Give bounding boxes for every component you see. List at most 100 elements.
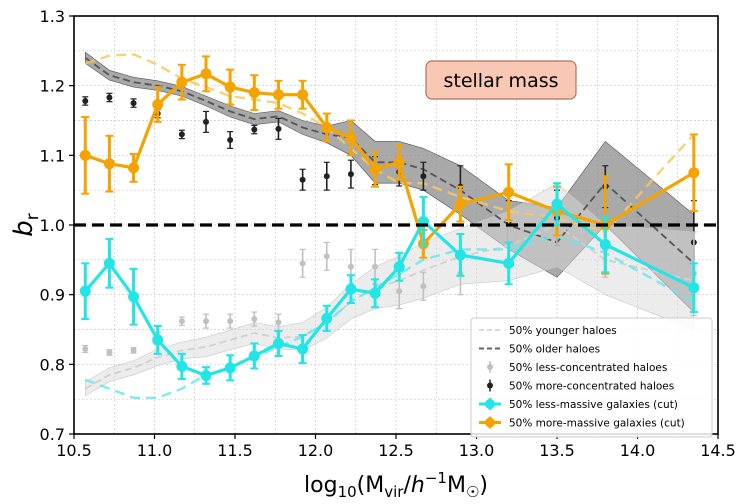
- point-50-less-massive-galaxies-cut: [128, 291, 140, 303]
- point-50-more-concentrated-haloes: [82, 97, 89, 104]
- annotation-background: [425, 60, 577, 100]
- point-50-more-massive-galaxies-cut: [176, 76, 188, 88]
- point-50-less-concentrated-haloes: [227, 318, 234, 325]
- point-50-less-massive-galaxies-cut: [345, 283, 357, 295]
- y-tick-label: 0.9: [40, 286, 65, 305]
- point-50-less-massive-galaxies-cut: [599, 239, 611, 251]
- legend-label-50-more-massive-galaxies-cut: 50% more-massive galaxies (cut): [509, 418, 685, 430]
- x-tick-label: 12.5: [378, 441, 414, 460]
- x-axis-label: log10(Mvir/h−1M☉): [304, 469, 488, 501]
- point-50-less-massive-galaxies-cut: [454, 249, 466, 261]
- legend-label-50-younger-haloes: 50% younger haloes: [509, 325, 617, 337]
- point-50-less-massive-galaxies-cut: [272, 337, 284, 349]
- point-50-less-concentrated-haloes: [130, 347, 137, 354]
- line-more-massive-no-cut: [84, 53, 695, 234]
- y-tick-label: 1.2: [40, 77, 65, 96]
- x-tick-label: 14.5: [700, 441, 736, 460]
- point-50-more-concentrated-haloes: [275, 125, 282, 132]
- point-50-less-massive-galaxies-cut: [248, 350, 260, 362]
- point-50-less-massive-galaxies-cut: [224, 362, 236, 374]
- point-50-more-massive-galaxies-cut: [272, 89, 284, 101]
- point-50-less-concentrated-haloes: [420, 283, 427, 290]
- point-50-more-massive-galaxies-cut: [248, 87, 260, 99]
- point-50-more-massive-galaxies-cut: [200, 68, 212, 80]
- point-50-more-concentrated-haloes: [130, 100, 137, 107]
- point-50-less-massive-galaxies-cut: [503, 257, 515, 269]
- series-lines: [84, 53, 695, 399]
- point-50-less-concentrated-haloes: [299, 260, 306, 267]
- point-50-more-concentrated-haloes: [323, 173, 330, 180]
- point-50-more-massive-galaxies-cut: [128, 162, 140, 174]
- y-tick-label: 0.8: [40, 355, 65, 374]
- legend-swatch-50-less-concentrated-haloes: [487, 364, 493, 370]
- y-tick-label: 1.3: [40, 7, 65, 26]
- point-50-less-concentrated-haloes: [203, 318, 210, 325]
- y-axis-label: br: [9, 213, 43, 237]
- point-50-less-massive-galaxies-cut: [551, 198, 563, 210]
- point-50-more-massive-galaxies-cut: [79, 149, 91, 161]
- point-50-more-concentrated-haloes: [106, 94, 113, 101]
- point-50-less-concentrated-haloes: [106, 349, 113, 356]
- point-50-more-massive-galaxies-cut: [224, 81, 236, 93]
- point-50-less-concentrated-haloes: [82, 346, 89, 353]
- point-50-more-concentrated-haloes: [203, 118, 210, 125]
- x-tick-label: 10.5: [56, 441, 92, 460]
- point-50-less-concentrated-haloes: [275, 319, 282, 326]
- annotation-label: stellar mass: [443, 70, 558, 92]
- point-50-more-massive-galaxies-cut: [688, 167, 700, 179]
- point-50-less-massive-galaxies-cut: [393, 261, 405, 273]
- point-50-less-concentrated-haloes: [178, 318, 185, 325]
- legend-box: [470, 317, 713, 438]
- point-50-less-concentrated-haloes: [372, 263, 379, 270]
- bands: [85, 51, 695, 397]
- legend-swatch-50-more-massive-galaxies-cut: [485, 417, 495, 428]
- point-50-more-massive-galaxies-cut: [369, 163, 381, 175]
- point-50-more-concentrated-haloes: [347, 171, 354, 178]
- point-50-less-massive-galaxies-cut: [200, 369, 212, 381]
- point-50-more-massive-galaxies-cut: [321, 121, 333, 133]
- point-50-less-massive-galaxies-cut: [152, 334, 164, 346]
- point-50-less-massive-galaxies-cut: [369, 287, 381, 299]
- point-50-more-concentrated-haloes: [299, 176, 306, 183]
- line-50-less-massive-galaxies-cut: [84, 202, 695, 378]
- x-tick-label: 12.0: [298, 441, 334, 460]
- legend-label-50-less-massive-galaxies-cut: 50% less-massive galaxies (cut): [509, 399, 678, 411]
- point-50-less-massive-galaxies-cut: [688, 282, 700, 294]
- point-50-less-concentrated-haloes: [347, 263, 354, 270]
- x-tick-label: 13.0: [459, 441, 495, 460]
- line-less-massive-no-cut: [84, 234, 695, 399]
- x-axis-ticks: 10.5 11.0 11.5 12.0 12.5 13.0 13.5 14.0 14.5: [56, 434, 736, 460]
- point-50-less-massive-galaxies-cut: [297, 343, 309, 355]
- y-axis-ticks: 0.7 0.8 0.9 1.0 1.1 1.2 1.3: [40, 7, 74, 444]
- y-tick-label: 1.0: [40, 216, 65, 235]
- legend-label-50-less-concentrated-haloes: 50% less-concentrated haloes: [509, 362, 667, 374]
- point-50-less-concentrated-haloes: [251, 316, 258, 323]
- legend-label-50-more-concentrated-haloes: 50% more-concentrated haloes: [509, 381, 674, 393]
- point-50-less-concentrated-haloes: [323, 253, 330, 260]
- point-50-less-massive-galaxies-cut: [103, 257, 115, 269]
- point-50-more-concentrated-haloes: [420, 173, 427, 180]
- point-50-more-massive-galaxies-cut: [454, 198, 466, 210]
- point-50-more-massive-galaxies-cut: [503, 186, 515, 198]
- point-50-more-massive-galaxies-cut: [297, 89, 309, 101]
- point-50-less-massive-galaxies-cut: [176, 360, 188, 372]
- point-50-more-concentrated-haloes: [251, 126, 258, 133]
- point-50-less-massive-galaxies-cut: [79, 285, 91, 297]
- point-50-more-massive-galaxies-cut: [393, 156, 405, 168]
- legend-swatch-50-less-massive-galaxies-cut: [485, 399, 495, 409]
- point-50-more-concentrated-haloes: [178, 131, 185, 138]
- legend-label-50-older-haloes: 50% older haloes: [509, 344, 600, 356]
- x-tick-label: 11.0: [137, 441, 173, 460]
- point-50-more-concentrated-haloes: [227, 137, 234, 144]
- point-50-more-massive-galaxies-cut: [152, 98, 164, 110]
- y-tick-label: 1.1: [40, 146, 65, 165]
- legend: 50% younger haloes 50% older haloes 50% le…: [470, 317, 713, 438]
- line-50-older-haloes: [84, 57, 695, 264]
- x-tick-label: 14.0: [620, 441, 656, 460]
- y-tick-label: 0.7: [40, 425, 65, 444]
- annotation-box: stellar mass: [425, 60, 577, 100]
- point-50-more-massive-galaxies-cut: [345, 132, 357, 144]
- point-50-more-massive-galaxies-cut: [103, 158, 115, 170]
- point-50-less-concentrated-haloes: [396, 288, 403, 295]
